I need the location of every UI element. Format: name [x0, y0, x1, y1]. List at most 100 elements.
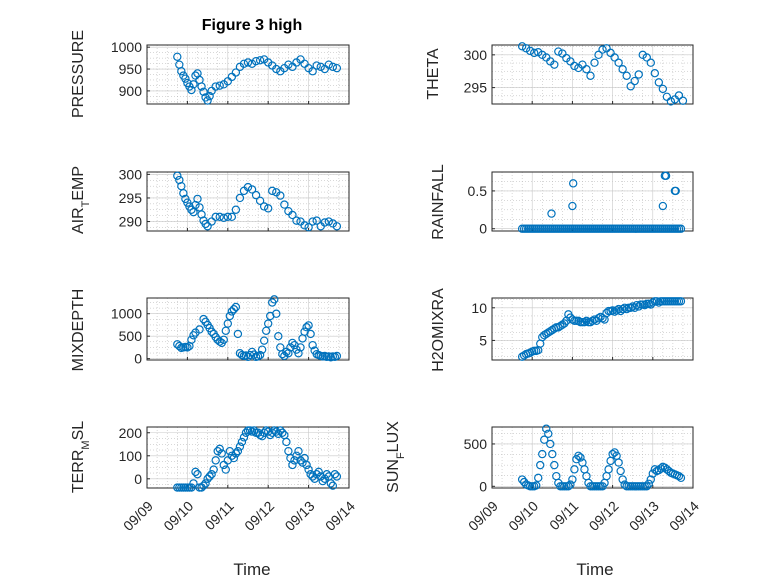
data-point [219, 213, 228, 222]
data-point [312, 216, 321, 225]
data-point [233, 329, 243, 339]
ytick-label: 900 [119, 83, 143, 99]
data-point [278, 428, 287, 437]
data-point [304, 223, 313, 232]
data-point [272, 427, 281, 436]
data-point [298, 458, 307, 467]
xtick-label: 09/14 [666, 498, 702, 534]
ylabel-theta: THETA [425, 48, 442, 100]
xtick-label: 09/13 [282, 498, 318, 534]
data-point [678, 96, 688, 105]
ytick-label: 300 [119, 166, 143, 182]
ytick-label: 0 [134, 351, 142, 367]
data-point [666, 97, 676, 106]
data-point [622, 71, 631, 81]
ytick-label: 300 [464, 47, 488, 63]
xtick-label: 09/09 [120, 498, 156, 534]
data-point [620, 480, 629, 489]
data-point [568, 315, 577, 324]
ylabel-sun-base: SUN [385, 459, 402, 493]
data-point [211, 82, 220, 91]
ytick-label: 290 [119, 214, 143, 230]
data-point [191, 467, 200, 477]
data-point [328, 62, 338, 72]
data-point [221, 465, 230, 474]
data-point [259, 336, 269, 345]
data-point [276, 191, 285, 200]
data-point [264, 204, 273, 213]
data-point [570, 465, 579, 474]
data-point [532, 481, 541, 490]
data-point [610, 53, 619, 62]
data-point [219, 335, 228, 344]
data-point [233, 446, 243, 456]
data-point [634, 302, 643, 311]
data-point [332, 222, 342, 231]
data-point [542, 424, 551, 433]
data-point [576, 453, 585, 462]
data-point [671, 186, 680, 196]
data-point [231, 302, 241, 312]
data-point [616, 466, 625, 476]
data-point [193, 469, 202, 479]
ylabel-air-temp-rest: EMP [70, 166, 87, 201]
data-point [255, 350, 265, 360]
data-point [282, 437, 291, 447]
data-point [676, 473, 686, 483]
data-point [554, 47, 563, 56]
data-point [582, 65, 591, 74]
data-point [296, 456, 305, 465]
ylabel-h2omixra: H2OMIXRA [430, 288, 447, 372]
data-point [642, 482, 651, 491]
data-point [304, 465, 313, 474]
data-point [288, 210, 297, 220]
data-point [658, 201, 668, 211]
data-point [217, 449, 226, 458]
data-point [223, 212, 232, 222]
data-point [525, 348, 535, 358]
data-point [257, 345, 267, 354]
xtick-label: 09/10 [505, 498, 541, 534]
data-point [517, 475, 527, 484]
data-point [189, 331, 198, 340]
data-point [630, 76, 639, 86]
xtick-label: 09/13 [626, 498, 662, 534]
data-point [280, 200, 289, 209]
data-point [255, 56, 265, 65]
data-point [187, 85, 196, 95]
ytick-label: 1000 [111, 306, 142, 322]
data-point [306, 329, 315, 339]
data-point [676, 224, 686, 233]
data-point [284, 349, 293, 358]
data-point [229, 453, 239, 463]
data-point [566, 480, 575, 489]
data-point [187, 335, 196, 344]
subplot-pressure: 900 950 1000 [111, 39, 350, 105]
ytick-label: 200 [119, 425, 143, 441]
data-point [564, 482, 573, 491]
data-point [251, 56, 261, 66]
ylabel-terr-rest: SL [70, 421, 87, 441]
data-point [189, 479, 198, 488]
data-point [223, 319, 232, 328]
data-point [288, 460, 297, 470]
data-point [608, 306, 617, 315]
data-point [658, 84, 668, 94]
data-point [642, 53, 651, 62]
data-point [316, 62, 325, 72]
data-point [209, 465, 218, 474]
data-point [569, 179, 578, 188]
data-point [187, 483, 196, 492]
data-point [582, 316, 591, 326]
data-point [302, 323, 311, 332]
data-point [288, 338, 297, 348]
data-point [544, 429, 553, 438]
data-point [590, 58, 599, 67]
data-point [270, 295, 279, 304]
data-point [674, 471, 684, 481]
figure-title: Figure 3 high [202, 17, 302, 34]
data-point [229, 305, 239, 314]
ytick-label: 295 [464, 80, 488, 96]
data-point [308, 340, 317, 350]
data-point [300, 221, 309, 230]
